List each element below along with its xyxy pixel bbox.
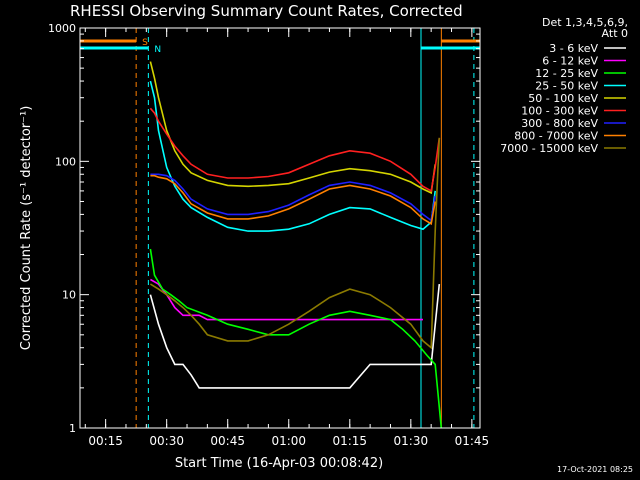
series-line-0 bbox=[149, 284, 441, 389]
x-tick-label: 01:00 bbox=[271, 434, 306, 448]
legend-label: 12 - 25 keV bbox=[535, 67, 598, 80]
generated-timestamp: 17-Oct-2021 08:25 bbox=[557, 465, 633, 474]
legend-label: 100 - 300 keV bbox=[521, 105, 598, 118]
x-tick-label: 00:45 bbox=[210, 434, 245, 448]
x-tick-label: 00:30 bbox=[149, 434, 184, 448]
chart-title: RHESSI Observing Summary Count Rates, Co… bbox=[70, 2, 463, 20]
series-line-7 bbox=[150, 174, 436, 226]
legend-label: 6 - 12 keV bbox=[542, 55, 598, 68]
legend-label: 800 - 7000 keV bbox=[514, 130, 598, 143]
legend-header-2: Att 0 bbox=[602, 27, 628, 40]
y-tick-label: 100 bbox=[55, 155, 76, 168]
flag-label: S bbox=[142, 38, 148, 48]
y-axis-label: Corrected Count Rate (s⁻¹ detector⁻¹) bbox=[19, 106, 34, 351]
series-line-6 bbox=[150, 173, 436, 222]
series-line-2 bbox=[149, 248, 443, 429]
y-tick-label: 1 bbox=[69, 422, 76, 435]
legend-label: 3 - 6 keV bbox=[549, 42, 598, 55]
x-axis-label: Start Time (16-Apr-03 00:08:42) bbox=[175, 456, 383, 471]
x-tick-label: 00:15 bbox=[88, 434, 123, 448]
plot-frame bbox=[79, 27, 481, 429]
legend-header-1: Det 1,3,4,5,6,9, bbox=[542, 16, 628, 29]
series-line-8 bbox=[149, 137, 441, 350]
series-line-1 bbox=[150, 278, 423, 321]
y-tick-label: 10 bbox=[62, 289, 76, 302]
plot-area: SN bbox=[80, 28, 480, 429]
flag-label: N bbox=[154, 45, 161, 55]
series-line-5 bbox=[149, 107, 441, 193]
x-tick-label: 01:30 bbox=[394, 434, 429, 448]
legend-label: 300 - 800 keV bbox=[521, 117, 598, 130]
legend-label: 25 - 50 keV bbox=[535, 80, 598, 93]
legend-label: 50 - 100 keV bbox=[528, 92, 598, 105]
x-tick-label: 01:15 bbox=[332, 434, 367, 448]
y-tick-label: 1000 bbox=[48, 22, 76, 35]
series-line-3 bbox=[149, 80, 436, 232]
x-tick-label: 01:45 bbox=[455, 434, 490, 448]
legend-label: 7000 - 15000 keV bbox=[500, 142, 598, 155]
